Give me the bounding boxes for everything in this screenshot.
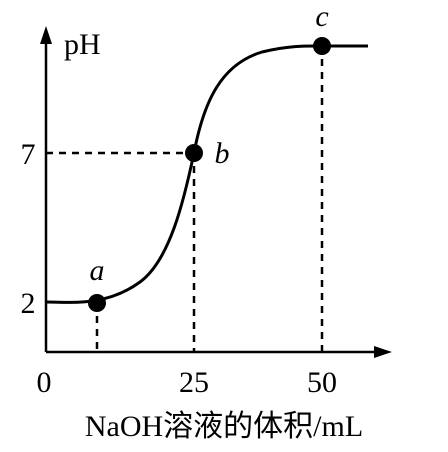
y-tick-label-7: 7 xyxy=(21,138,36,171)
x-tick-label-50: 50 xyxy=(307,366,337,399)
point-a-label: a xyxy=(90,254,105,287)
x-tick-label-25: 25 xyxy=(179,366,209,399)
point-a-marker xyxy=(88,294,106,312)
x-axis-title: NaOH溶液的体积/mL xyxy=(85,410,363,443)
point-b-marker xyxy=(185,144,203,162)
point-b-label: b xyxy=(215,137,230,170)
y-tick-label-2: 2 xyxy=(21,287,36,320)
y-axis-title: pH xyxy=(64,28,101,61)
x-tick-label-0: 0 xyxy=(37,366,52,399)
x-axis-arrow xyxy=(374,346,392,358)
point-c-label: c xyxy=(315,0,328,33)
y-axis-arrow xyxy=(40,26,52,44)
point-c-marker xyxy=(313,37,331,55)
